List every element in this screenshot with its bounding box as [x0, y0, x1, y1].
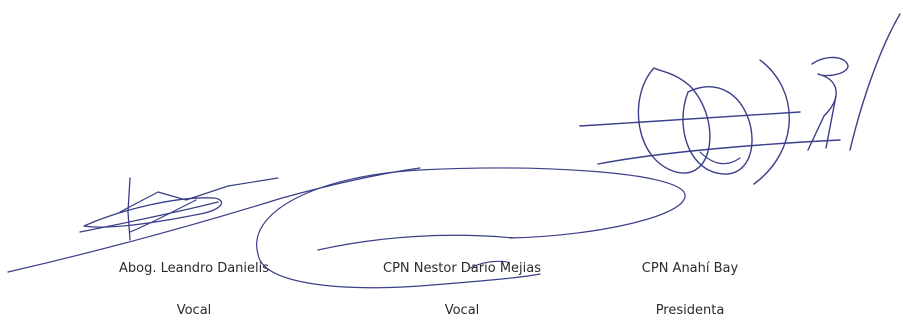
signatory-name: CPN Anahí Bay	[641, 261, 739, 276]
signatory-role: Vocal	[176, 303, 212, 318]
signatory-role: Presidenta	[655, 303, 725, 318]
signature-bay	[579, 13, 901, 185]
signatory-name: CPN Nestor Dario Mejias	[383, 261, 541, 276]
signatory-name: Abog. Leandro Danielis	[118, 261, 270, 276]
signature-danielis	[7, 167, 421, 273]
signatory-role: Vocal	[444, 303, 480, 318]
